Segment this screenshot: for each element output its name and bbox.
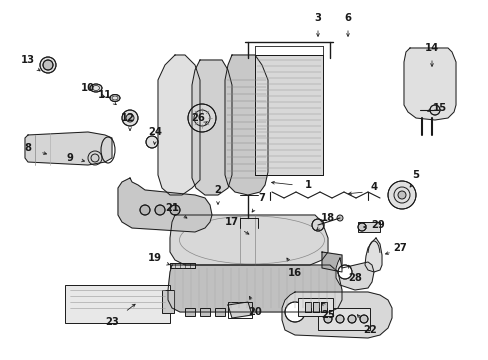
Polygon shape <box>227 302 251 318</box>
Text: 21: 21 <box>164 203 179 213</box>
Circle shape <box>122 110 138 126</box>
Circle shape <box>40 57 56 73</box>
Bar <box>317 308 369 330</box>
Bar <box>312 302 318 312</box>
Text: 28: 28 <box>347 273 361 283</box>
Polygon shape <box>335 258 373 290</box>
Circle shape <box>347 315 355 323</box>
Text: 6: 6 <box>344 13 351 23</box>
Text: 29: 29 <box>370 220 384 230</box>
Text: 17: 17 <box>224 217 239 227</box>
Circle shape <box>311 219 324 231</box>
Circle shape <box>387 181 415 209</box>
Text: 4: 4 <box>370 182 377 192</box>
Text: 18: 18 <box>320 213 334 223</box>
Polygon shape <box>224 55 267 195</box>
Polygon shape <box>158 55 200 195</box>
Bar <box>227 302 251 318</box>
Polygon shape <box>170 215 327 265</box>
Circle shape <box>324 315 331 323</box>
Circle shape <box>170 205 180 215</box>
Text: 11: 11 <box>98 90 112 100</box>
Bar <box>170 263 195 268</box>
Circle shape <box>359 315 367 323</box>
Bar <box>297 298 332 316</box>
Text: 7: 7 <box>258 193 265 203</box>
Ellipse shape <box>90 84 102 92</box>
Text: 1: 1 <box>304 180 311 190</box>
Bar <box>320 302 326 312</box>
Bar <box>254 55 323 175</box>
Polygon shape <box>403 48 455 120</box>
Text: 9: 9 <box>66 153 73 163</box>
Bar <box>162 290 174 313</box>
Bar <box>65 285 170 323</box>
Bar <box>184 308 195 316</box>
Bar <box>254 55 323 175</box>
Polygon shape <box>25 132 112 165</box>
Text: 8: 8 <box>24 143 31 153</box>
Text: 12: 12 <box>121 113 135 123</box>
Polygon shape <box>321 252 341 272</box>
Text: 3: 3 <box>314 13 321 23</box>
Circle shape <box>335 315 343 323</box>
Text: 13: 13 <box>21 55 35 65</box>
Circle shape <box>91 154 99 162</box>
Text: 16: 16 <box>287 268 302 278</box>
Text: 10: 10 <box>81 83 95 93</box>
Text: 23: 23 <box>105 317 119 327</box>
Polygon shape <box>364 238 381 272</box>
Bar <box>305 302 310 312</box>
Polygon shape <box>118 178 212 232</box>
Text: 27: 27 <box>392 243 406 253</box>
Circle shape <box>285 302 305 322</box>
Circle shape <box>357 223 365 231</box>
Circle shape <box>429 105 439 115</box>
Text: 25: 25 <box>321 310 334 320</box>
Text: 14: 14 <box>424 43 438 53</box>
Polygon shape <box>282 292 391 338</box>
Bar <box>305 302 310 312</box>
Text: 19: 19 <box>148 253 162 263</box>
Polygon shape <box>168 265 341 312</box>
Circle shape <box>146 136 158 148</box>
Circle shape <box>126 114 134 122</box>
Text: 20: 20 <box>247 307 262 317</box>
Text: 5: 5 <box>412 170 419 180</box>
Polygon shape <box>192 60 231 195</box>
Circle shape <box>187 104 216 132</box>
Text: 15: 15 <box>432 103 446 113</box>
Circle shape <box>140 205 150 215</box>
Circle shape <box>43 60 53 70</box>
Bar <box>200 308 209 316</box>
Text: 22: 22 <box>363 325 376 335</box>
Circle shape <box>337 265 351 279</box>
Text: 24: 24 <box>148 127 162 137</box>
Bar <box>320 302 326 312</box>
Ellipse shape <box>110 94 120 102</box>
Bar <box>312 302 318 312</box>
Bar <box>215 308 224 316</box>
Circle shape <box>155 205 164 215</box>
Text: 2: 2 <box>214 185 221 195</box>
Text: 26: 26 <box>191 113 204 123</box>
Bar <box>357 222 379 232</box>
Circle shape <box>336 215 342 221</box>
Circle shape <box>397 191 405 199</box>
